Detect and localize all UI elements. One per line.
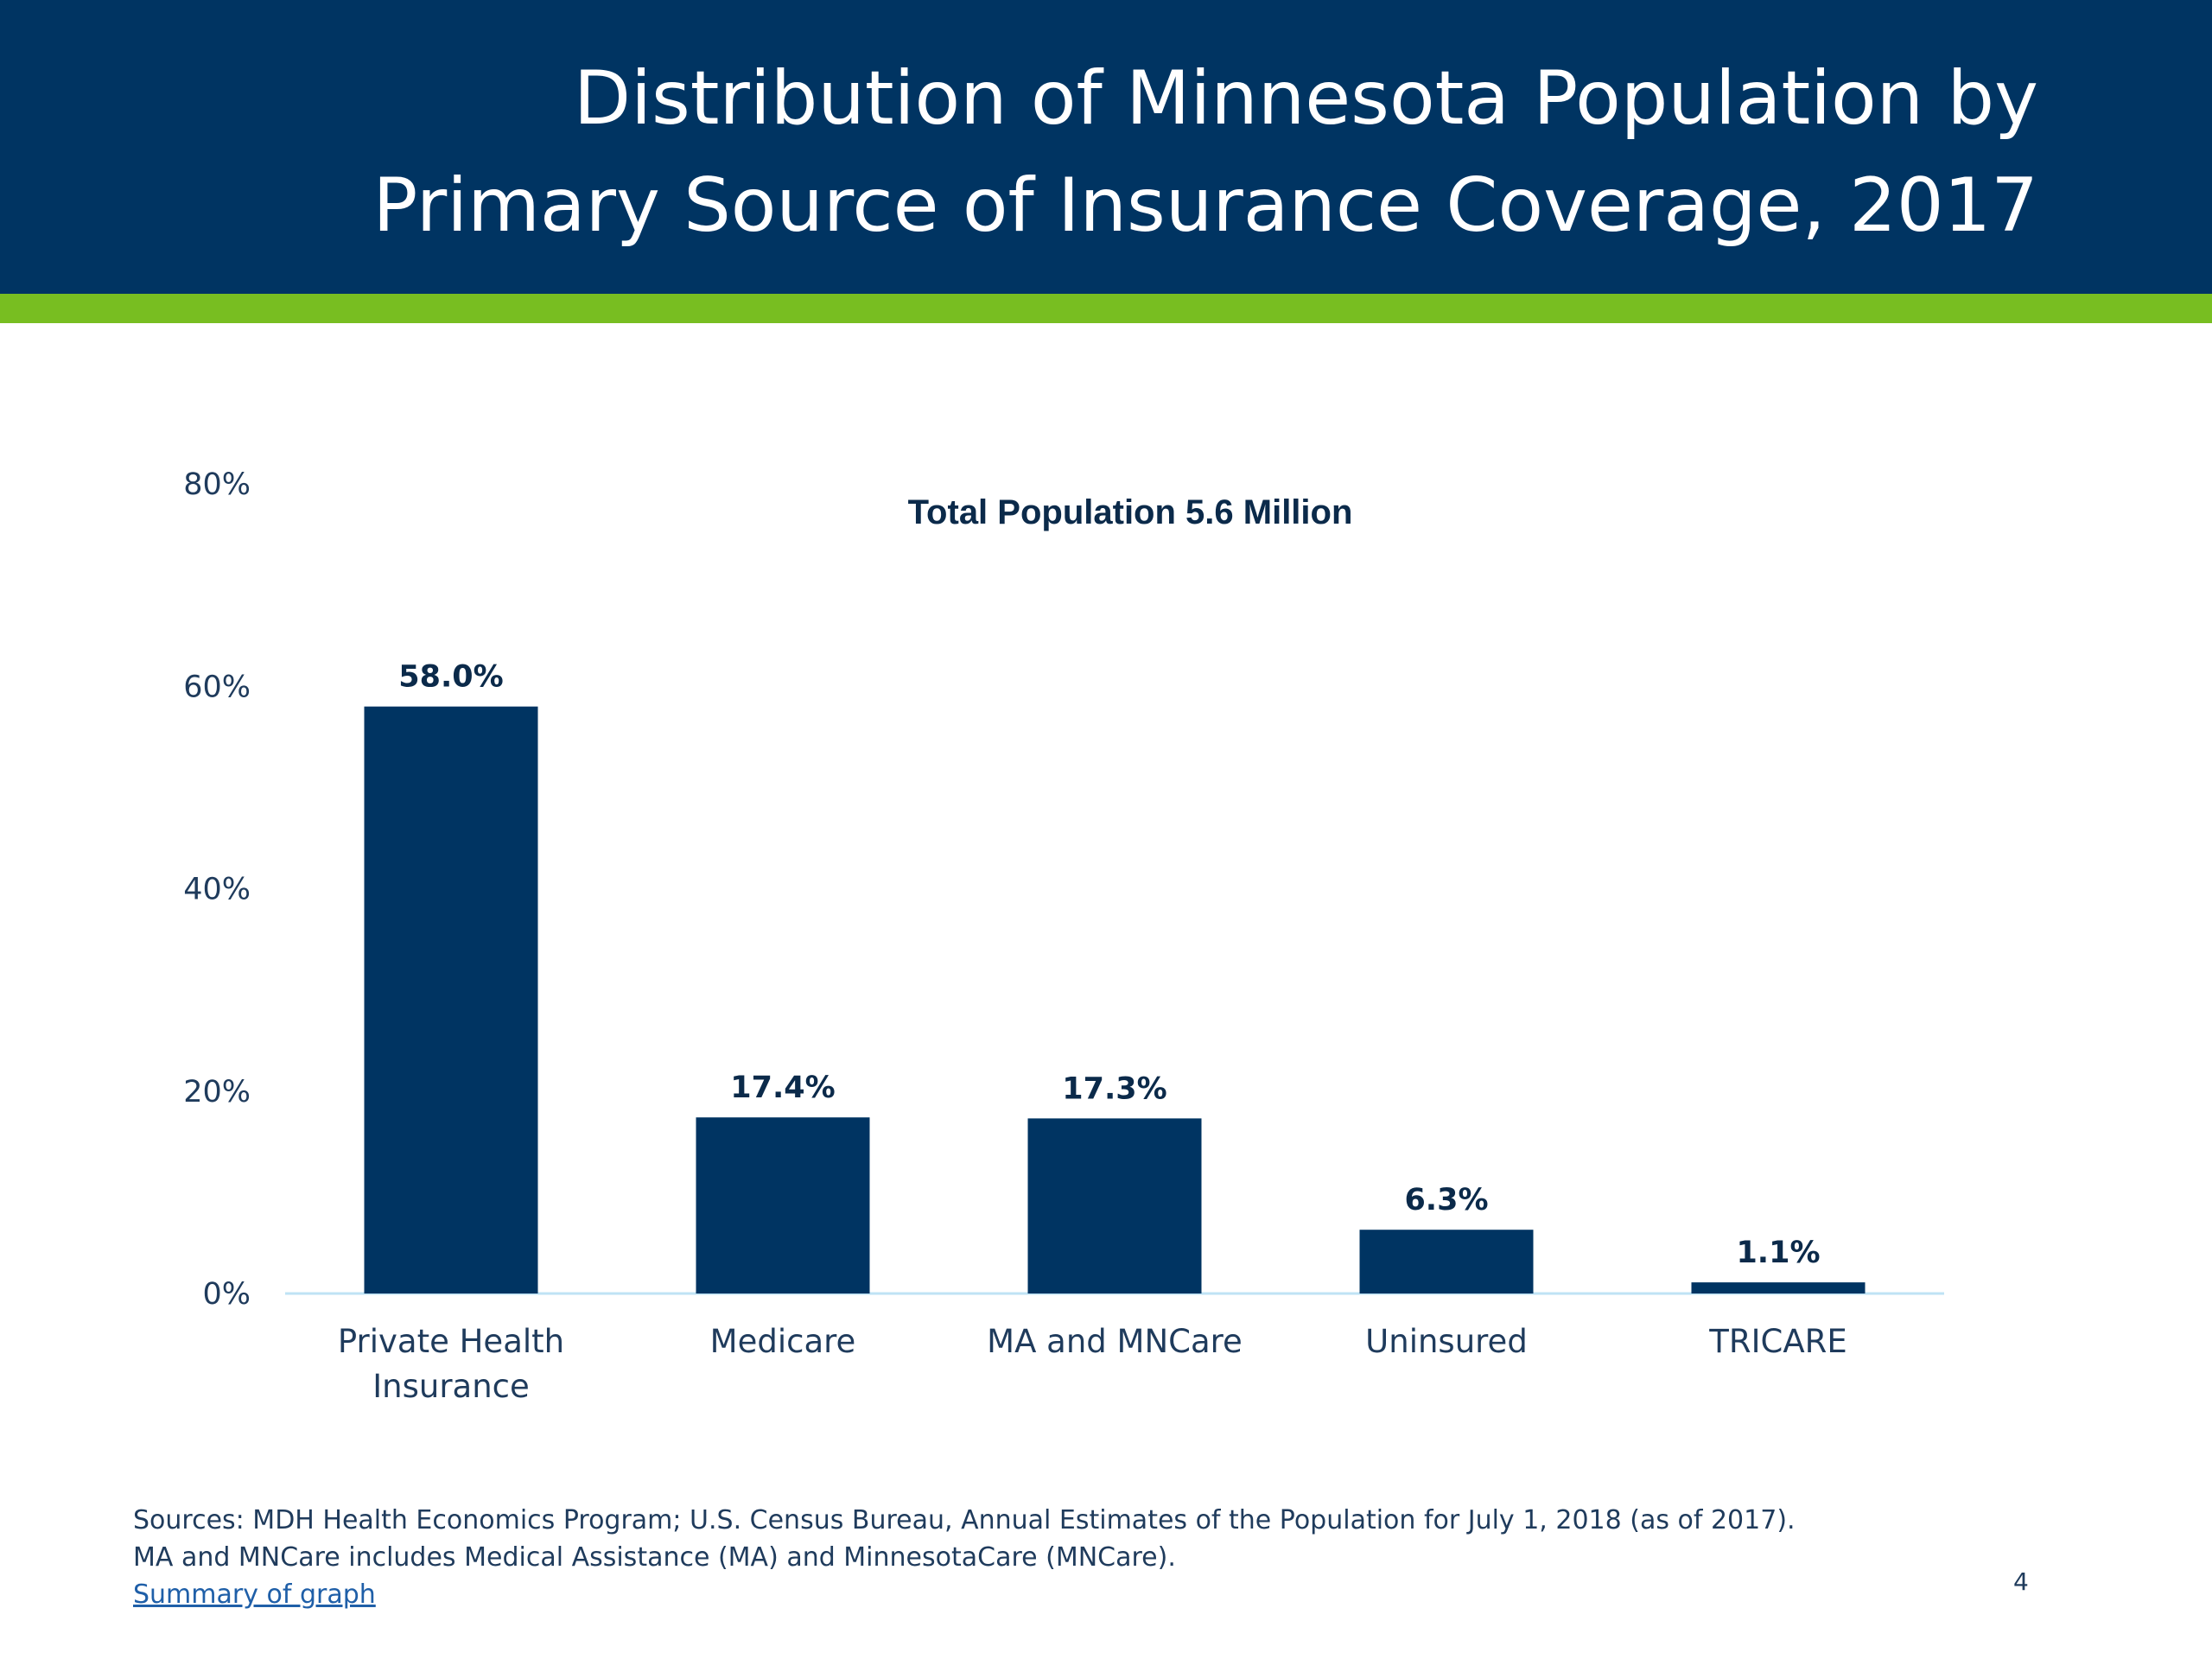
data-label: 58.0% <box>398 660 503 695</box>
accent-bar <box>0 294 2212 323</box>
slide-title-line2: Primary Source of Insurance Coverage, 20… <box>372 162 2038 249</box>
x-tick-label: Insurance <box>372 1368 530 1405</box>
note-text: MA and MNCare includes Medical Assistanc… <box>133 1542 1176 1573</box>
x-tick-label: Medicare <box>710 1323 856 1360</box>
x-tick-label: Private Health <box>338 1323 564 1360</box>
data-label: 17.4% <box>730 1071 835 1105</box>
data-label: 6.3% <box>1404 1183 1488 1217</box>
y-tick-label: 20% <box>183 1075 251 1109</box>
bar <box>696 1117 870 1294</box>
bar <box>1691 1282 1866 1294</box>
bars: 58.0% 17.4% 17.3% 6.3% 1.1% <box>364 660 1866 1294</box>
slide-title-line1: Distribution of Minnesota Population by <box>573 55 2038 142</box>
summary-of-graph-link[interactable]: Summary of graph <box>133 1580 376 1610</box>
slide-header: Distribution of Minnesota Population by … <box>0 0 2212 294</box>
y-tick-label: 60% <box>183 670 251 704</box>
data-label: 1.1% <box>1736 1236 1820 1270</box>
x-tick-label: TRICARE <box>1708 1323 1847 1360</box>
bar <box>1027 1118 1202 1294</box>
slide-title: Distribution of Minnesota Population by … <box>224 45 2038 259</box>
y-tick-label: 0% <box>202 1277 251 1312</box>
bar <box>364 706 538 1294</box>
sources-text: Sources: MDH Health Economics Program; U… <box>133 1505 1796 1535</box>
data-label: 17.3% <box>1062 1071 1166 1106</box>
chart-title: Total Population 5.6 Million <box>908 493 1353 531</box>
y-axis: 0% 20% 40% 60% 80% <box>183 467 251 1312</box>
y-tick-label: 40% <box>183 873 251 907</box>
footer: Sources: MDH Health Economics Program; U… <box>133 1502 1796 1613</box>
x-axis: Private Health Insurance Medicare MA and MN… <box>338 1323 1847 1405</box>
page-number: 4 <box>2013 1567 2029 1596</box>
bar <box>1359 1230 1534 1294</box>
x-tick-label: Uninsured <box>1365 1323 1528 1360</box>
y-tick-label: 80% <box>183 467 251 502</box>
x-tick-label: MA and MNCare <box>987 1323 1243 1360</box>
